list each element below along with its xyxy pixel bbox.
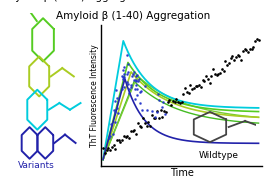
- Text: Wildtype: Wildtype: [199, 151, 239, 160]
- X-axis label: Time: Time: [170, 168, 194, 178]
- Text: Variants: Variants: [18, 161, 55, 170]
- Text: Amyloid β (1-40) Aggregation: Amyloid β (1-40) Aggregation: [56, 11, 211, 21]
- Title: Amyloid β (1-40) Aggregation: Amyloid β (1-40) Aggregation: [0, 0, 152, 2]
- Y-axis label: ThT Fluorescence Intensity: ThT Fluorescence Intensity: [90, 44, 99, 147]
